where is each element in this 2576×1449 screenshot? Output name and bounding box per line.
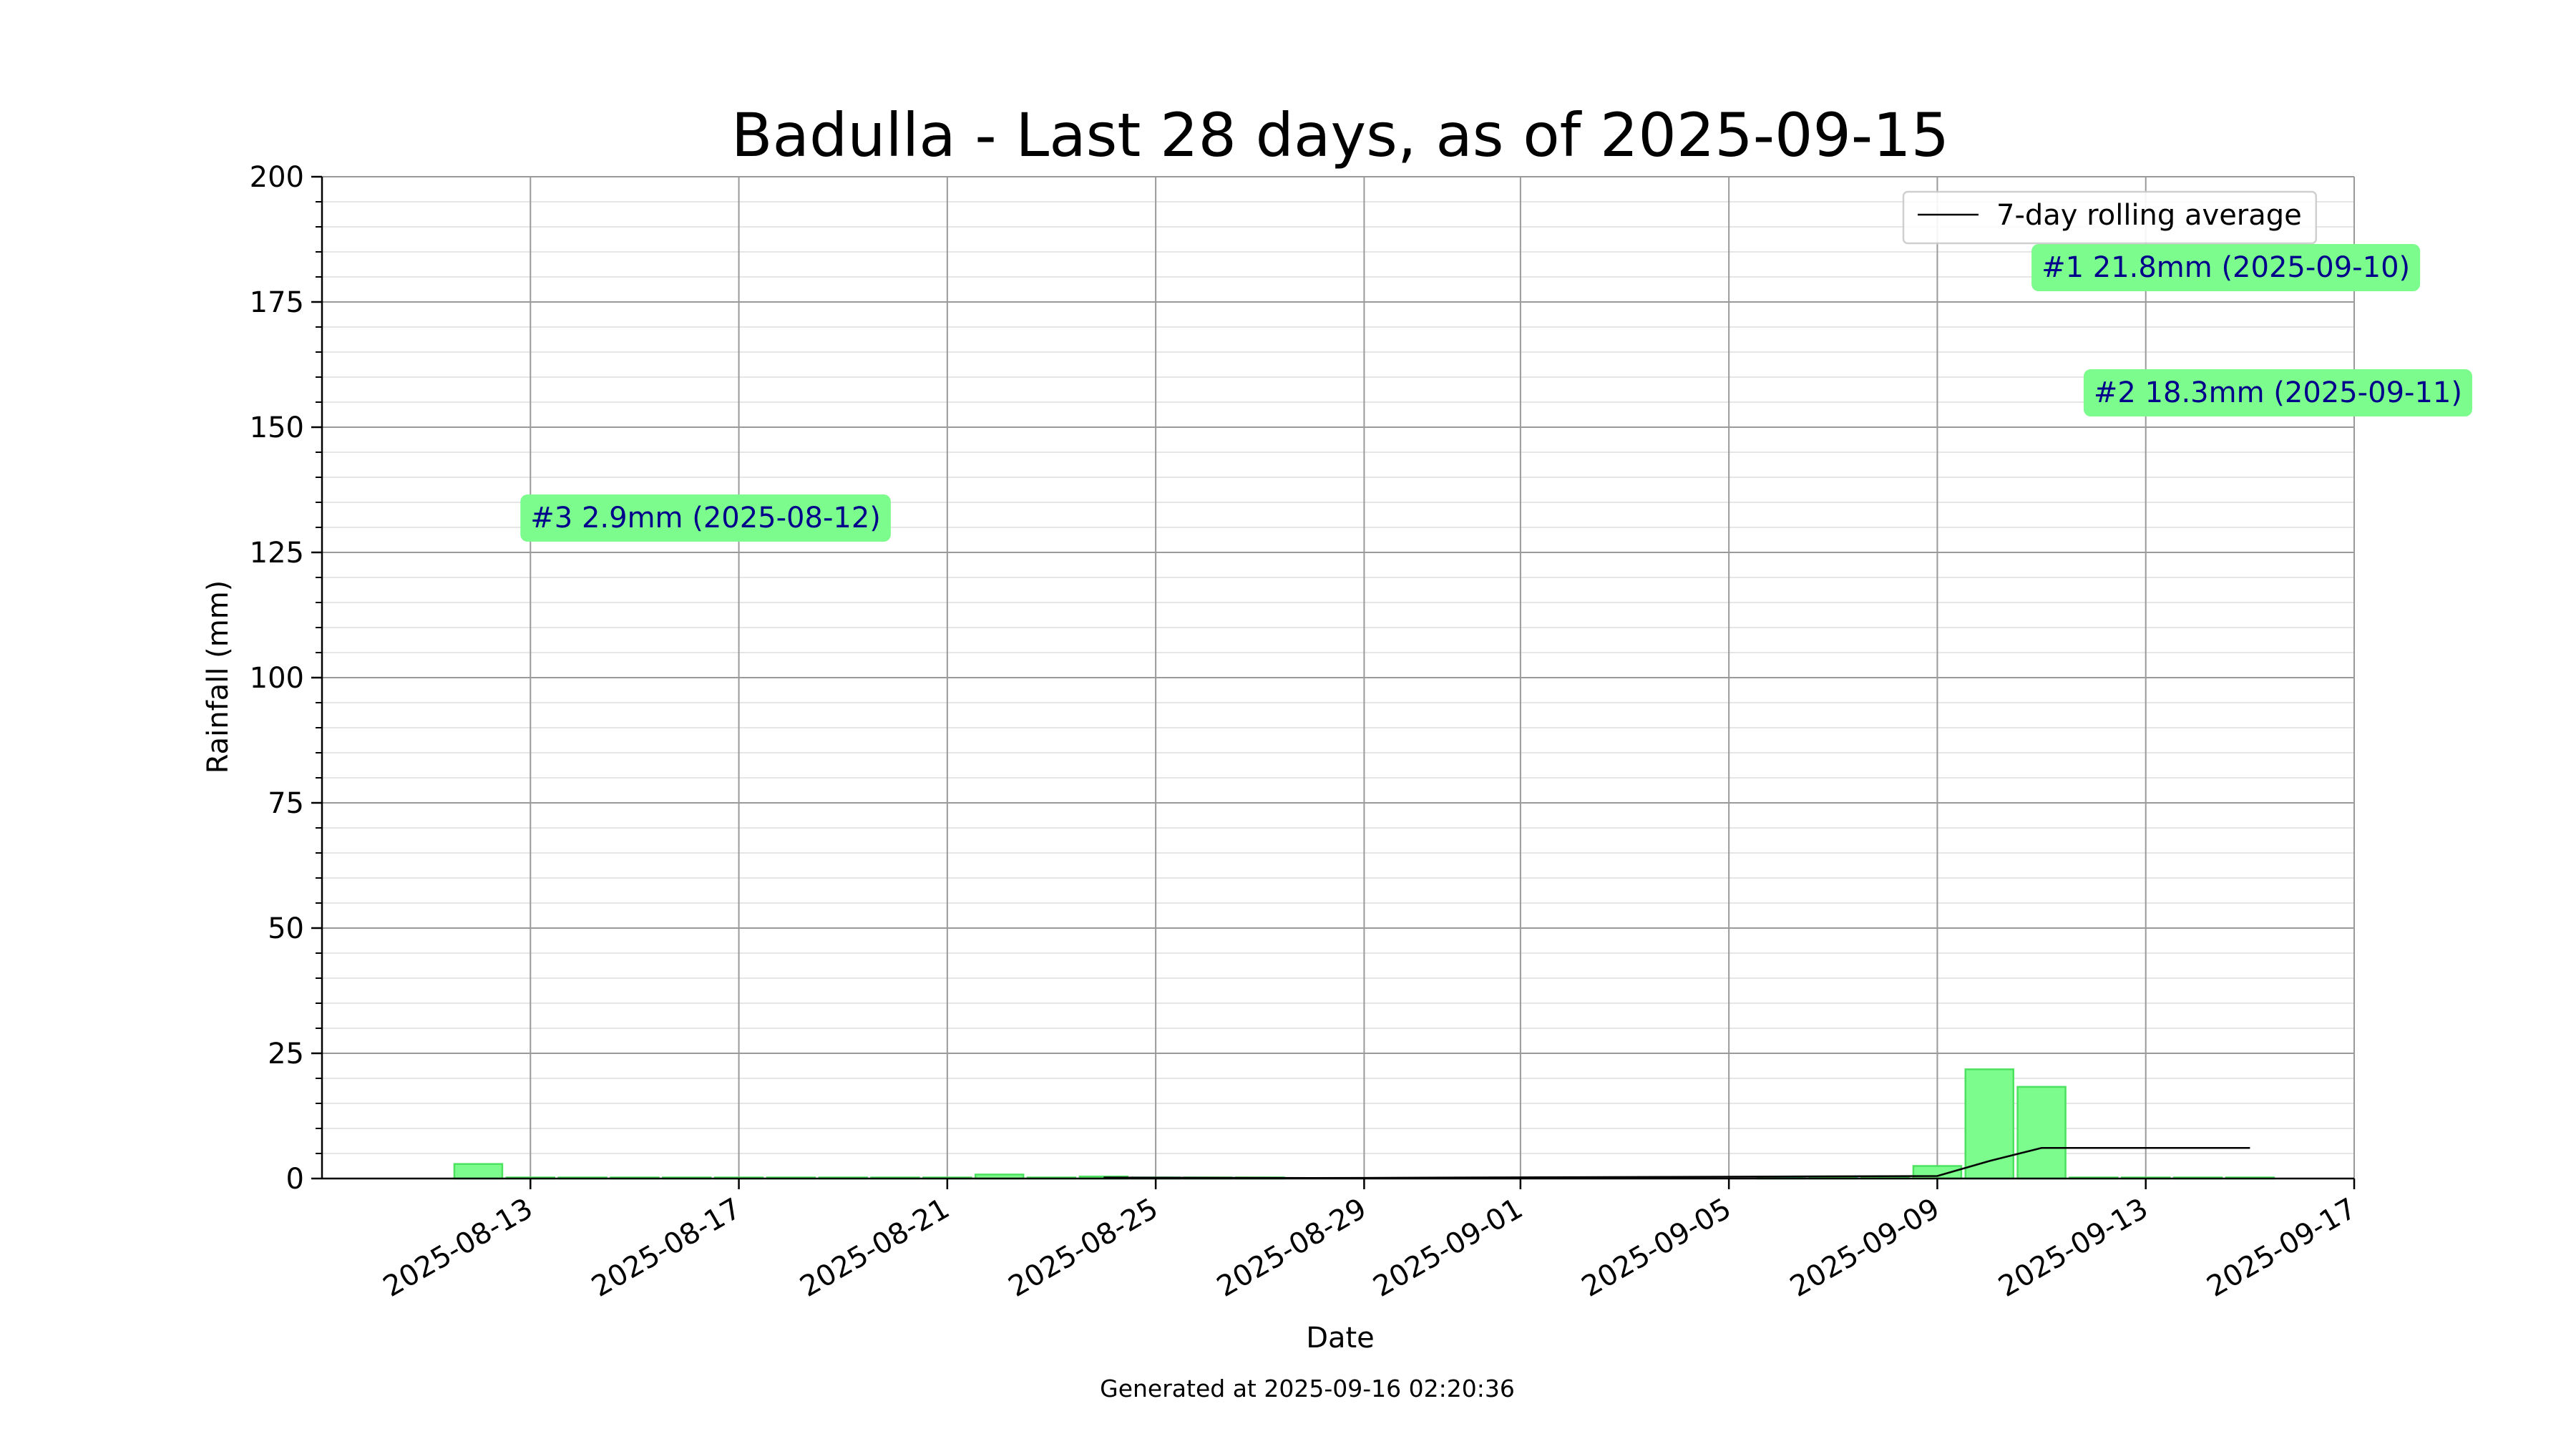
y-axis-label: Rainfall (mm) xyxy=(202,580,235,774)
y-tick-label: 125 xyxy=(250,537,304,570)
annotation-label: #1 21.8mm (2025-09-10) xyxy=(2031,244,2421,291)
y-tick-label: 150 xyxy=(250,411,304,444)
y-tick-label: 175 xyxy=(250,286,304,319)
annotation-box xyxy=(520,494,891,542)
legend-box xyxy=(1902,190,2318,245)
legend: 7-day rolling average xyxy=(1902,190,2318,245)
y-tick-label: 0 xyxy=(286,1163,304,1196)
annotation-box xyxy=(2083,369,2472,416)
generated-at-footer: Generated at 2025-09-16 02:20:36 xyxy=(1100,1375,1515,1402)
y-tick-label: 25 xyxy=(268,1038,304,1070)
rainfall-bar xyxy=(1964,1068,2015,1180)
annotation-text: #2 18.3mm (2025-09-11) xyxy=(2094,376,2462,409)
chart-title: Badulla - Last 28 days, as of 2025-09-15 xyxy=(731,100,1949,170)
x-axis-label: Date xyxy=(1306,1322,1375,1355)
rolling-average-line xyxy=(1103,1147,2250,1179)
rainfall-bar xyxy=(453,1163,504,1180)
legend-entry: 7-day rolling average xyxy=(1996,199,2302,232)
y-tick-label: 75 xyxy=(268,787,304,820)
annotation-text: #1 21.8mm (2025-09-10) xyxy=(2041,251,2410,284)
annotation-box xyxy=(2031,244,2421,291)
y-tick-label: 50 xyxy=(268,912,304,945)
annotation-label: #2 18.3mm (2025-09-11) xyxy=(2083,369,2472,416)
annotation-label: #3 2.9mm (2025-08-12) xyxy=(520,494,891,542)
rainfall-bar xyxy=(2016,1085,2067,1180)
y-tick-label: 100 xyxy=(250,662,304,695)
annotation-text: #3 2.9mm (2025-08-12) xyxy=(530,502,881,535)
y-tick-label: 200 xyxy=(250,161,304,194)
